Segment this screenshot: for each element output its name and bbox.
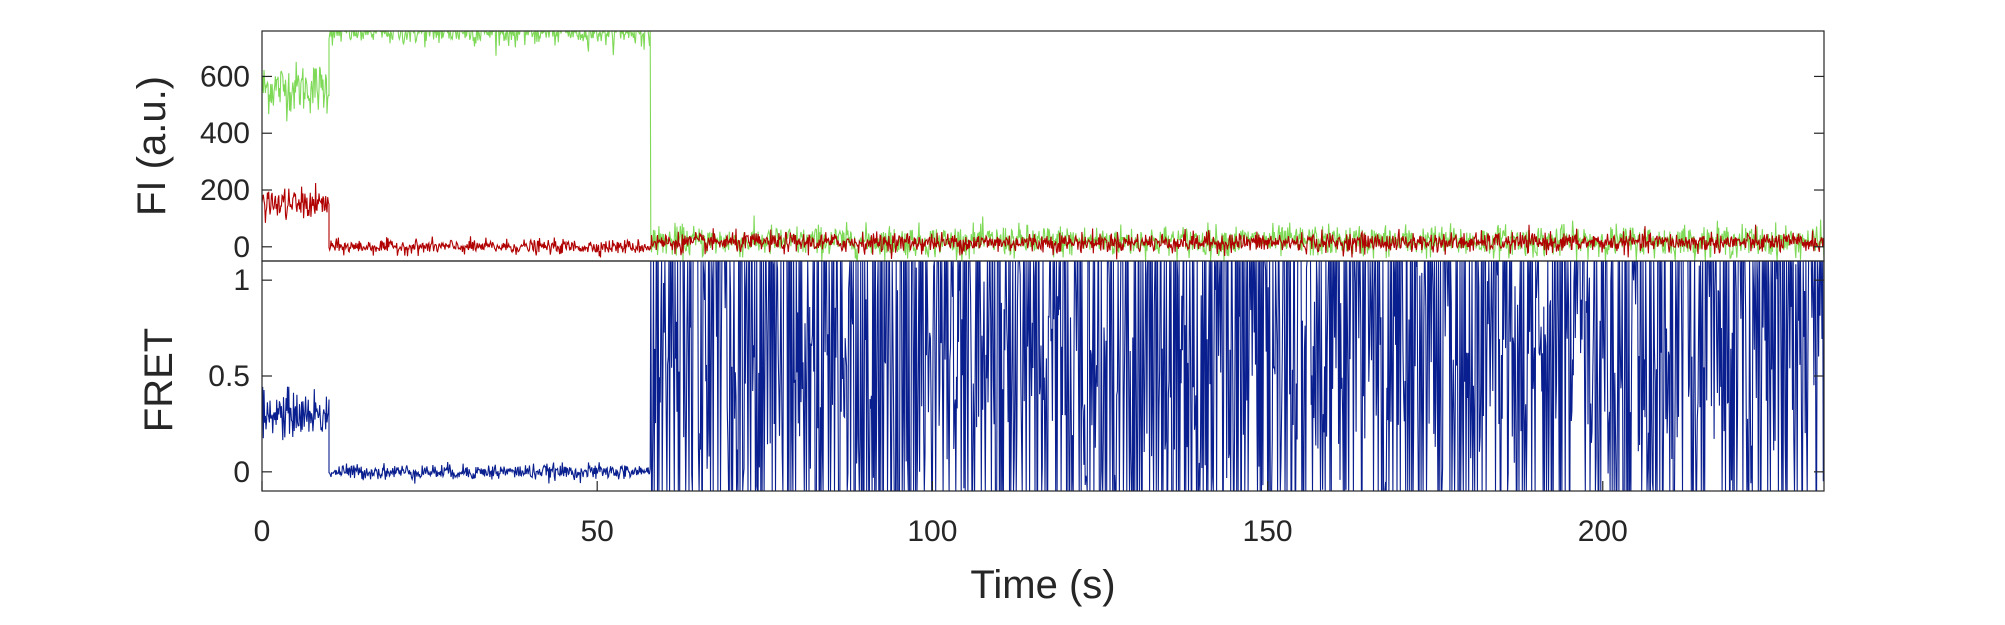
x-tick-label: 100	[907, 515, 957, 548]
bottom-x-ticks: 0 50 100 150 200	[254, 481, 1628, 548]
bottom-plot-area	[262, 261, 1824, 491]
y-tick-label: 600	[200, 60, 250, 93]
series-line-line	[262, 261, 1824, 491]
series-line-red	[262, 182, 1824, 260]
x-tick-label: 0	[254, 515, 271, 548]
y-tick-label: 1	[233, 264, 250, 297]
y-tick-label: 0	[233, 231, 250, 264]
y-tick-label: 0.5	[208, 360, 250, 393]
bottom-y-axis-label: FRET	[137, 328, 181, 432]
bottom-panel: 00.51 0 50 100 150 200 FRET Time (s)	[137, 260, 1825, 607]
x-tick-label: 150	[1243, 515, 1293, 548]
top-panel: 0 200 400 600 FI (a.u.)	[130, 30, 1825, 264]
top-y-ticks: 0 200 400 600	[200, 60, 1824, 264]
y-tick-label: 200	[200, 174, 250, 207]
top-y-axis-label: FI (a.u.)	[130, 76, 174, 216]
top-axes-frame	[261, 30, 1825, 262]
y-tick-label: 0	[233, 456, 250, 489]
bottom-y-ticks: 00.51	[208, 264, 1824, 489]
x-tick-label: 50	[581, 515, 614, 548]
series-line-green	[262, 31, 1824, 261]
y-tick-label: 400	[200, 117, 250, 150]
top-plot-area	[262, 31, 1824, 261]
x-tick-label: 200	[1578, 515, 1628, 548]
x-axis-label: Time (s)	[970, 563, 1115, 607]
